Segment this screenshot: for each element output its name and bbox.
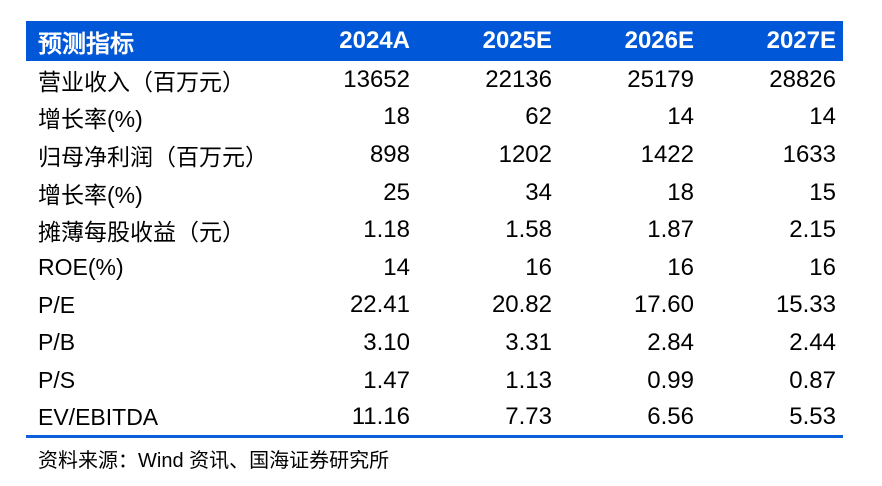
value-cell: 15.33 (775, 291, 836, 319)
value-cell: 2.15 (789, 216, 836, 244)
value-cell: 25 (383, 178, 410, 206)
value-cell: 28826 (769, 65, 836, 93)
value-cell: 16 (525, 253, 552, 281)
row-label: P/S (38, 367, 76, 394)
value-cell: 0.99 (647, 366, 694, 394)
header-cell-2025E: 2025E (482, 27, 552, 54)
row-label: EV/EBITDA (38, 403, 159, 430)
value-cell: 15 (809, 178, 836, 206)
value-cell: 3.10 (363, 328, 410, 356)
value-cell: 898 (369, 140, 410, 168)
value-cell: 25179 (627, 65, 694, 93)
value-cell: 11.16 (351, 403, 410, 431)
value-cell: 62 (525, 103, 552, 131)
value-cell: 1.18 (363, 216, 410, 244)
value-cell: 14 (667, 103, 694, 131)
value-cell: 2.84 (647, 328, 694, 356)
value-cell: 1.13 (505, 366, 552, 394)
value-cell: 13652 (343, 65, 410, 93)
value-cell: 1.87 (647, 216, 694, 244)
value-cell: 22136 (485, 65, 552, 93)
table-row-pe: P/E 22.41 20.82 17.60 15.33 (26, 287, 843, 325)
value-cell: 14 (383, 253, 410, 281)
source-note: 资料来源：Wind 资讯、国海证券研究所 (38, 450, 390, 472)
row-label: P/E (38, 291, 76, 318)
value-cell: 0.87 (789, 366, 836, 394)
value-cell: 18 (667, 178, 694, 206)
value-cell: 1633 (782, 140, 836, 168)
table-row-net-profit: 归母净利润（百万元） 898 1202 1422 1633 (26, 136, 843, 174)
row-label: 增长率(%) (38, 181, 143, 208)
table-row-ps: P/S 1.47 1.13 0.99 0.87 (26, 362, 843, 400)
value-cell: 34 (525, 178, 552, 206)
table-row-revenue-growth: 增长率(%) 18 62 14 14 (26, 99, 843, 137)
table-row-pb: P/B 3.10 3.31 2.84 2.44 (26, 324, 843, 362)
value-cell: 18 (383, 103, 410, 131)
row-label: P/B (38, 329, 76, 356)
table-header-row: 预测指标 2024A 2025E 2026E 2027E (26, 21, 843, 61)
row-label: 归母净利润（百万元） (38, 143, 268, 170)
value-cell: 1.47 (363, 366, 410, 394)
row-label: 摊薄每股收益（元） (38, 219, 245, 246)
row-label: ROE(%) (38, 254, 124, 281)
header-cell-2027E: 2027E (766, 27, 836, 54)
value-cell: 3.31 (505, 328, 552, 356)
value-cell: 1202 (498, 140, 552, 168)
value-cell: 17.60 (633, 291, 694, 319)
value-cell: 6.56 (647, 403, 694, 431)
table-row-ev-ebitda: EV/EBITDA 11.16 7.73 6.56 5.53 (26, 399, 843, 437)
header-cell-metric: 预测指标 (38, 30, 134, 58)
value-cell: 20.82 (491, 291, 552, 319)
table-row-revenue: 营业收入（百万元） 13652 22136 25179 28826 (26, 61, 843, 99)
table-row-roe: ROE(%) 14 16 16 16 (26, 249, 843, 287)
table-row-diluted-eps: 摊薄每股收益（元） 1.18 1.58 1.87 2.15 (26, 211, 843, 249)
table-row-profit-growth: 增长率(%) 25 34 18 15 (26, 174, 843, 212)
value-cell: 2.44 (789, 328, 836, 356)
value-cell: 14 (809, 103, 836, 131)
value-cell: 5.53 (789, 403, 836, 431)
row-label: 营业收入（百万元） (38, 68, 245, 95)
value-cell: 16 (667, 253, 694, 281)
value-cell: 16 (809, 253, 836, 281)
row-label: 增长率(%) (38, 106, 143, 133)
header-cell-2024A: 2024A (339, 27, 410, 54)
header-cell-2026E: 2026E (624, 27, 694, 54)
value-cell: 1.58 (505, 216, 552, 244)
value-cell: 1422 (640, 140, 694, 168)
value-cell: 22.41 (349, 291, 410, 319)
value-cell: 7.73 (505, 403, 552, 431)
forecast-table: 预测指标 2024A 2025E 2026E 2027E 营业收入（百万元） 1… (26, 21, 843, 439)
